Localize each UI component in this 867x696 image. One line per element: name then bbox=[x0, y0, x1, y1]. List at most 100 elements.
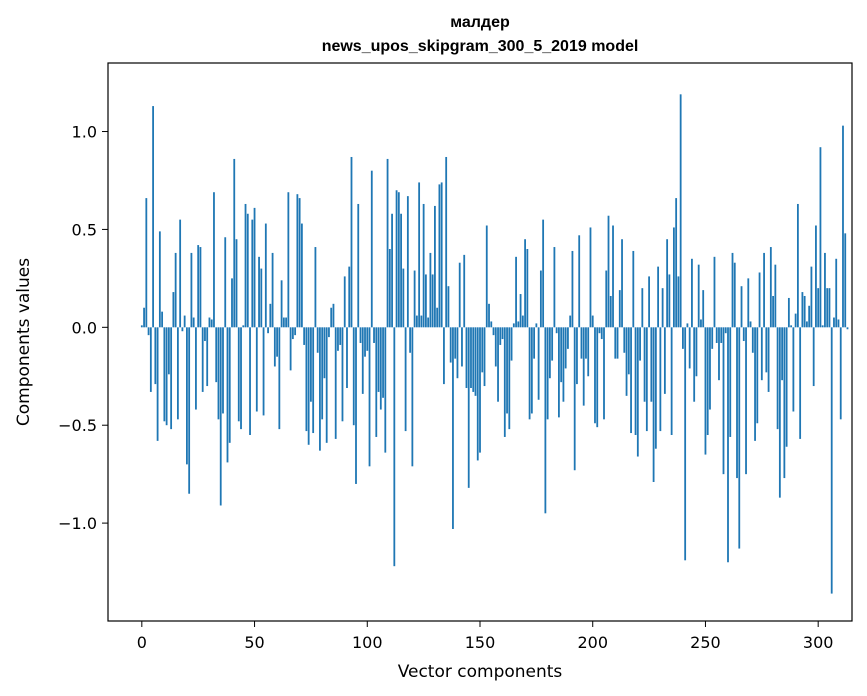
chart-title-line1: малдер bbox=[450, 14, 510, 31]
bar-165 bbox=[512, 323, 515, 328]
bar-108 bbox=[384, 327, 387, 453]
bar-175 bbox=[535, 323, 538, 328]
bar-27 bbox=[201, 327, 204, 392]
bar-7 bbox=[156, 327, 159, 441]
bar-134 bbox=[443, 327, 445, 385]
bar-221 bbox=[639, 327, 641, 361]
bar-24 bbox=[195, 327, 197, 410]
bar-311 bbox=[842, 125, 844, 328]
bar-222 bbox=[641, 288, 644, 328]
bar-185 bbox=[558, 327, 560, 418]
bar-91 bbox=[346, 327, 348, 389]
bar-5 bbox=[152, 106, 154, 328]
bar-138 bbox=[452, 327, 454, 529]
bar-14 bbox=[172, 292, 175, 328]
bar-169 bbox=[521, 315, 524, 328]
bar-144 bbox=[465, 327, 468, 389]
bar-288 bbox=[790, 325, 793, 328]
bar-61 bbox=[278, 327, 281, 430]
bar-157 bbox=[494, 327, 497, 367]
bar-244 bbox=[691, 258, 693, 328]
bar-263 bbox=[733, 262, 736, 328]
bar-39 bbox=[228, 327, 231, 443]
bar-225 bbox=[648, 276, 650, 328]
bar-110 bbox=[388, 249, 391, 328]
plot-frame bbox=[107, 62, 853, 622]
bar-267 bbox=[742, 327, 745, 342]
bar-197 bbox=[585, 327, 587, 359]
bar-88 bbox=[339, 327, 342, 345]
bar-239 bbox=[679, 94, 682, 328]
bar-102 bbox=[370, 170, 373, 328]
bar-46 bbox=[244, 203, 247, 328]
bar-280 bbox=[772, 295, 774, 328]
bar-145 bbox=[467, 327, 470, 488]
bar-161 bbox=[503, 327, 506, 437]
bar-93 bbox=[350, 156, 353, 328]
bar-205 bbox=[603, 327, 605, 420]
bar-114 bbox=[397, 192, 400, 328]
bar-37 bbox=[224, 237, 227, 328]
bar-166 bbox=[515, 256, 517, 328]
bar-250 bbox=[704, 327, 707, 455]
bar-21 bbox=[188, 327, 191, 494]
bar-235 bbox=[670, 327, 673, 435]
bar-3 bbox=[147, 327, 150, 336]
y-tick-label-0: −1.0 bbox=[58, 514, 97, 533]
bar-307 bbox=[833, 317, 835, 328]
bar-69 bbox=[296, 194, 299, 328]
bar-158 bbox=[497, 327, 499, 402]
bar-119 bbox=[409, 327, 412, 353]
bar-129 bbox=[431, 274, 434, 328]
bar-170 bbox=[524, 239, 526, 328]
bar-38 bbox=[226, 327, 229, 463]
bar-36 bbox=[222, 327, 224, 414]
bar-101 bbox=[368, 327, 371, 467]
bar-90 bbox=[343, 276, 346, 328]
bar-171 bbox=[526, 249, 529, 328]
bar-113 bbox=[395, 190, 398, 328]
bar-82 bbox=[325, 327, 328, 443]
bar-150 bbox=[479, 327, 481, 453]
bar-230 bbox=[659, 327, 662, 432]
bar-270 bbox=[749, 321, 752, 328]
bar-233 bbox=[666, 239, 669, 328]
bar-218 bbox=[632, 250, 635, 328]
bar-100 bbox=[366, 327, 369, 351]
bar-0 bbox=[140, 325, 143, 328]
bar-283 bbox=[778, 327, 781, 498]
bars-group bbox=[140, 94, 849, 594]
bar-70 bbox=[298, 198, 301, 328]
bar-195 bbox=[580, 327, 583, 359]
bar-292 bbox=[799, 327, 802, 439]
bar-285 bbox=[783, 327, 786, 479]
x-tick-label-6: 300 bbox=[803, 633, 834, 652]
bar-252 bbox=[709, 327, 711, 410]
x-tick-label-0: 0 bbox=[137, 633, 147, 652]
bar-238 bbox=[677, 276, 680, 328]
bar-48 bbox=[249, 327, 251, 435]
bar-112 bbox=[393, 327, 396, 567]
bar-305 bbox=[828, 288, 831, 328]
bar-281 bbox=[774, 264, 777, 328]
bar-16 bbox=[176, 327, 179, 420]
bar-183 bbox=[553, 247, 556, 328]
bar-133 bbox=[440, 182, 443, 328]
bar-2 bbox=[145, 198, 148, 328]
bar-125 bbox=[422, 203, 425, 328]
bar-26 bbox=[199, 247, 202, 328]
x-tick-label-3: 150 bbox=[465, 633, 496, 652]
bar-268 bbox=[745, 327, 747, 475]
bar-79 bbox=[319, 327, 321, 451]
bar-106 bbox=[379, 327, 382, 410]
bar-12 bbox=[167, 327, 170, 375]
bar-223 bbox=[643, 327, 646, 402]
bar-42 bbox=[235, 239, 238, 328]
bar-41 bbox=[233, 158, 236, 328]
bar-11 bbox=[165, 327, 168, 426]
y-tick-label-3: 0.5 bbox=[72, 220, 97, 239]
bar-116 bbox=[402, 268, 405, 328]
bar-271 bbox=[751, 327, 754, 353]
bar-259 bbox=[724, 327, 727, 334]
